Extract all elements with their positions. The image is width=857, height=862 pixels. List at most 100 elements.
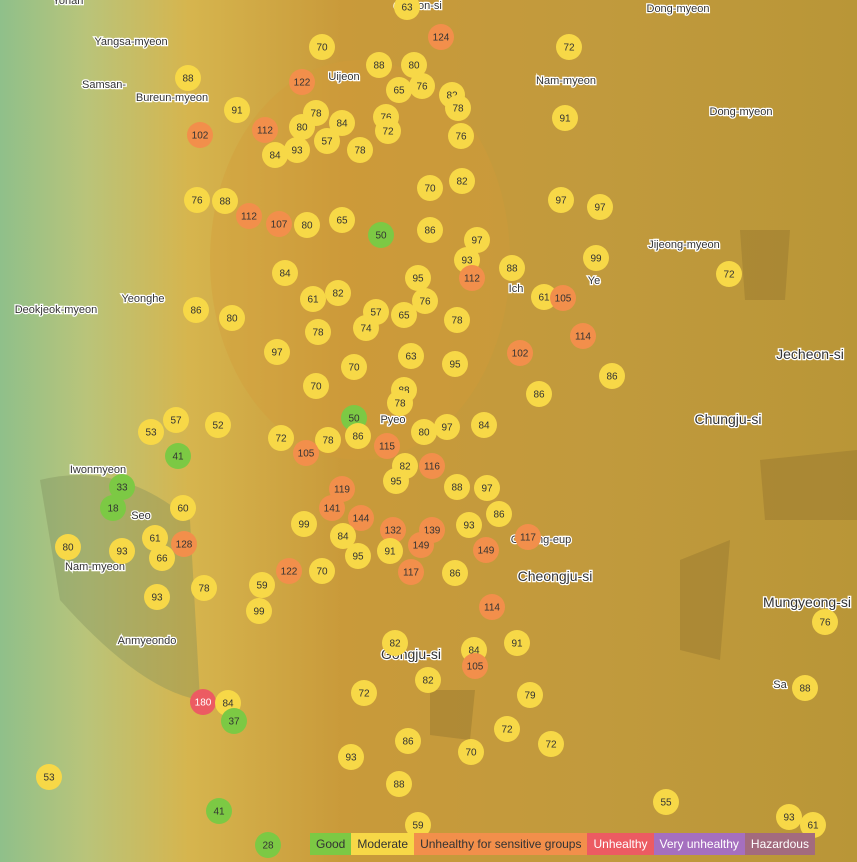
aqi-marker: 61	[142, 525, 168, 551]
aqi-value: 33	[116, 483, 128, 494]
aqi-marker: 93	[284, 137, 310, 163]
aqi-dot	[374, 433, 400, 459]
aqi-value: 53	[43, 773, 55, 784]
place-label: Dong-myeon	[647, 3, 710, 15]
aqi-marker: 78	[305, 319, 331, 345]
aqi-marker: 93	[456, 512, 482, 538]
aqi-value: 53	[145, 428, 157, 439]
place-label: Anmyeondo	[118, 635, 177, 647]
aqi-dot	[552, 105, 578, 131]
aqi-dot	[264, 339, 290, 365]
aqi-dot	[36, 764, 62, 790]
aqi-dot	[341, 354, 367, 380]
aqi-value: 80	[408, 61, 420, 72]
aqi-marker: 88	[499, 255, 525, 281]
aqi-dot	[319, 495, 345, 521]
aqi-value: 61	[149, 534, 161, 545]
aqi-marker: 149	[408, 532, 434, 558]
aqi-dot	[417, 217, 443, 243]
aqi-marker: 72	[375, 118, 401, 144]
aqi-marker: 70	[309, 558, 335, 584]
aqi-value: 18	[107, 504, 119, 515]
aqi-dot	[417, 175, 443, 201]
aqi-dot	[411, 419, 437, 445]
aqi-value: 128	[176, 540, 193, 551]
aqi-dot	[398, 559, 424, 585]
aqi-value: 63	[401, 3, 413, 14]
place-label: Sa	[773, 679, 787, 691]
aqi-value: 78	[394, 399, 406, 410]
aqi-marker: 65	[386, 77, 412, 103]
aqi-marker: 91	[552, 105, 578, 131]
aqi-marker: 78	[445, 95, 471, 121]
aqi-dot	[289, 114, 315, 140]
aqi-marker: 88	[175, 65, 201, 91]
aqi-value: 61	[538, 293, 550, 304]
aqi-marker: 76	[184, 187, 210, 213]
aqi-marker: 95	[405, 265, 431, 291]
aqi-value: 37	[228, 717, 240, 728]
aqi-marker: 80	[411, 419, 437, 445]
aqi-value: 82	[332, 289, 344, 300]
aqi-value: 86	[493, 510, 505, 521]
aqi-value: 82	[456, 177, 468, 188]
aqi-marker: 70	[417, 175, 443, 201]
aqi-dot	[219, 305, 245, 331]
aqi-dot	[550, 285, 576, 311]
aqi-value: 84	[269, 151, 281, 162]
aqi-marker: 63	[394, 0, 420, 20]
aqi-marker: 99	[583, 245, 609, 271]
aqi-value: 63	[405, 352, 417, 363]
aqi-dot	[347, 137, 373, 163]
aqi-value: 124	[433, 33, 450, 44]
aqi-dot	[109, 474, 135, 500]
aqi-dot	[517, 682, 543, 708]
aqi-value: 57	[370, 308, 382, 319]
aqi-marker: 105	[293, 440, 319, 466]
aqi-value: 60	[177, 504, 189, 515]
place-label: Yangsa-myeon	[94, 36, 167, 48]
aqi-dot	[507, 340, 533, 366]
aqi-marker: 72	[351, 680, 377, 706]
aqi-dot	[303, 373, 329, 399]
aqi-dot	[138, 419, 164, 445]
aqi-value: 82	[446, 91, 458, 102]
aqi-value: 78	[312, 328, 324, 339]
aqi-value: 84	[468, 646, 480, 657]
aqi-value: 70	[310, 382, 322, 393]
aqi-dot	[444, 307, 470, 333]
aqi-dot	[205, 412, 231, 438]
aqi-value: 76	[416, 82, 428, 93]
aqi-dot	[187, 122, 213, 148]
aqi-dot	[249, 572, 275, 598]
aqi-dot	[315, 427, 341, 453]
aqi-marker: 72	[494, 716, 520, 742]
aqi-value: 93	[345, 753, 357, 764]
aqi-value: 80	[418, 428, 430, 439]
aqi-value: 97	[555, 196, 567, 207]
aqi-marker: 88	[366, 52, 392, 78]
aqi-dot	[142, 525, 168, 551]
place-label: Jecheon-si	[776, 346, 844, 362]
aqi-dot	[338, 744, 364, 770]
aqi-value: 79	[524, 691, 536, 702]
aqi-marker: 82	[382, 630, 408, 656]
aqi-value: 117	[520, 533, 536, 544]
aqi-dot	[473, 537, 499, 563]
aqi-value: 114	[484, 603, 500, 614]
aqi-marker: 93	[109, 538, 135, 564]
aqi-value: 102	[192, 131, 209, 142]
aqi-value: 86	[352, 432, 364, 443]
aqi-dot	[462, 653, 488, 679]
terrain	[430, 230, 857, 740]
aqi-value: 88	[451, 483, 463, 494]
aqi-value: 88	[506, 264, 518, 275]
aqi-dot	[149, 545, 175, 571]
place-label: Chungju-si	[695, 411, 762, 427]
aqi-dot	[144, 584, 170, 610]
aqi-marker: 115	[374, 433, 400, 459]
aqi-marker: 84	[330, 523, 356, 549]
aqi-dot	[415, 667, 441, 693]
